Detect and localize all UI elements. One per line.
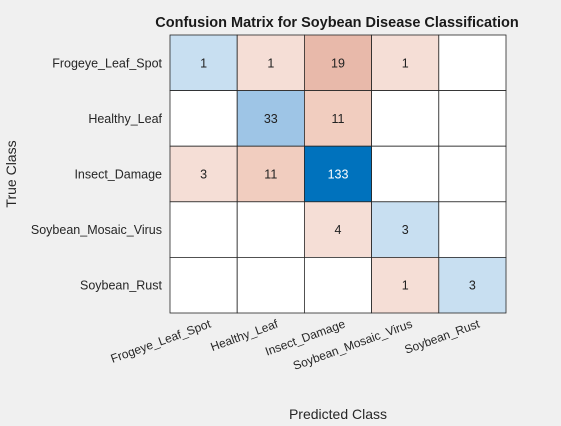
cell-value-label: 3 xyxy=(402,223,409,237)
cell-value-label: 133 xyxy=(328,168,349,182)
matrix-cell xyxy=(438,34,507,91)
cell-value-label: 11 xyxy=(332,112,345,126)
y-tick-label: Insect_Damage xyxy=(74,168,162,182)
matrix-cell xyxy=(169,90,238,147)
cell-value-label: 3 xyxy=(200,168,207,182)
cell-value-label: 1 xyxy=(402,56,409,70)
cell-value-label: 19 xyxy=(331,56,345,70)
x-tick-label: Soybean_Rust xyxy=(403,316,482,356)
matrix-cell xyxy=(303,90,372,147)
y-tick-label: Healthy_Leaf xyxy=(88,112,162,126)
matrix-cell xyxy=(438,145,507,203)
cell-value-label: 1 xyxy=(402,279,409,293)
matrix-cell xyxy=(438,256,507,314)
matrix-cell xyxy=(438,201,507,258)
matrix-cell xyxy=(236,34,305,91)
cell-value-label: 33 xyxy=(264,112,278,126)
matrix-cell xyxy=(303,256,372,314)
matrix-cell xyxy=(371,34,440,91)
cell-value-label: 11 xyxy=(264,168,277,182)
matrix-cell xyxy=(236,201,305,258)
matrix-cell xyxy=(303,201,372,258)
row-labels: Frogeye_Leaf_Spot Healthy_Leaf Insect_Dama… xyxy=(31,56,163,292)
matrix-cell xyxy=(169,34,238,91)
matrix-cell xyxy=(236,90,305,147)
chart-title: Confusion Matrix for Soybean Disease Cla… xyxy=(155,15,518,31)
y-tick-label: Soybean_Rust xyxy=(80,279,163,293)
matrix-cell xyxy=(236,145,305,203)
matrix-cell xyxy=(169,201,238,258)
cell-value-label: 3 xyxy=(469,279,476,293)
cell-value-label: 1 xyxy=(200,56,207,70)
col-labels: Frogeye_Leaf_SpotHealthy_LeafInsect_Dama… xyxy=(109,316,482,372)
matrix-cell xyxy=(371,90,440,147)
matrix-cell xyxy=(169,256,238,314)
y-tick-label: Frogeye_Leaf_Spot xyxy=(52,56,162,70)
matrix-cell xyxy=(303,34,372,91)
x-tick-label: Soybean_Mosaic_Virus xyxy=(291,317,414,373)
matrix-cell xyxy=(236,256,305,314)
matrix-cell xyxy=(371,256,440,314)
x-axis-label: Predicted Class xyxy=(289,406,387,422)
matrix-cell xyxy=(371,145,440,203)
matrix-cell xyxy=(438,90,507,147)
cell-value-label: 1 xyxy=(267,56,274,70)
x-tick-label: Frogeye_Leaf_Spot xyxy=(109,316,213,365)
y-axis-label: True Class xyxy=(3,140,19,207)
cell-value-label: 4 xyxy=(335,223,342,237)
y-tick-label: Soybean_Mosaic_Virus xyxy=(31,223,162,237)
